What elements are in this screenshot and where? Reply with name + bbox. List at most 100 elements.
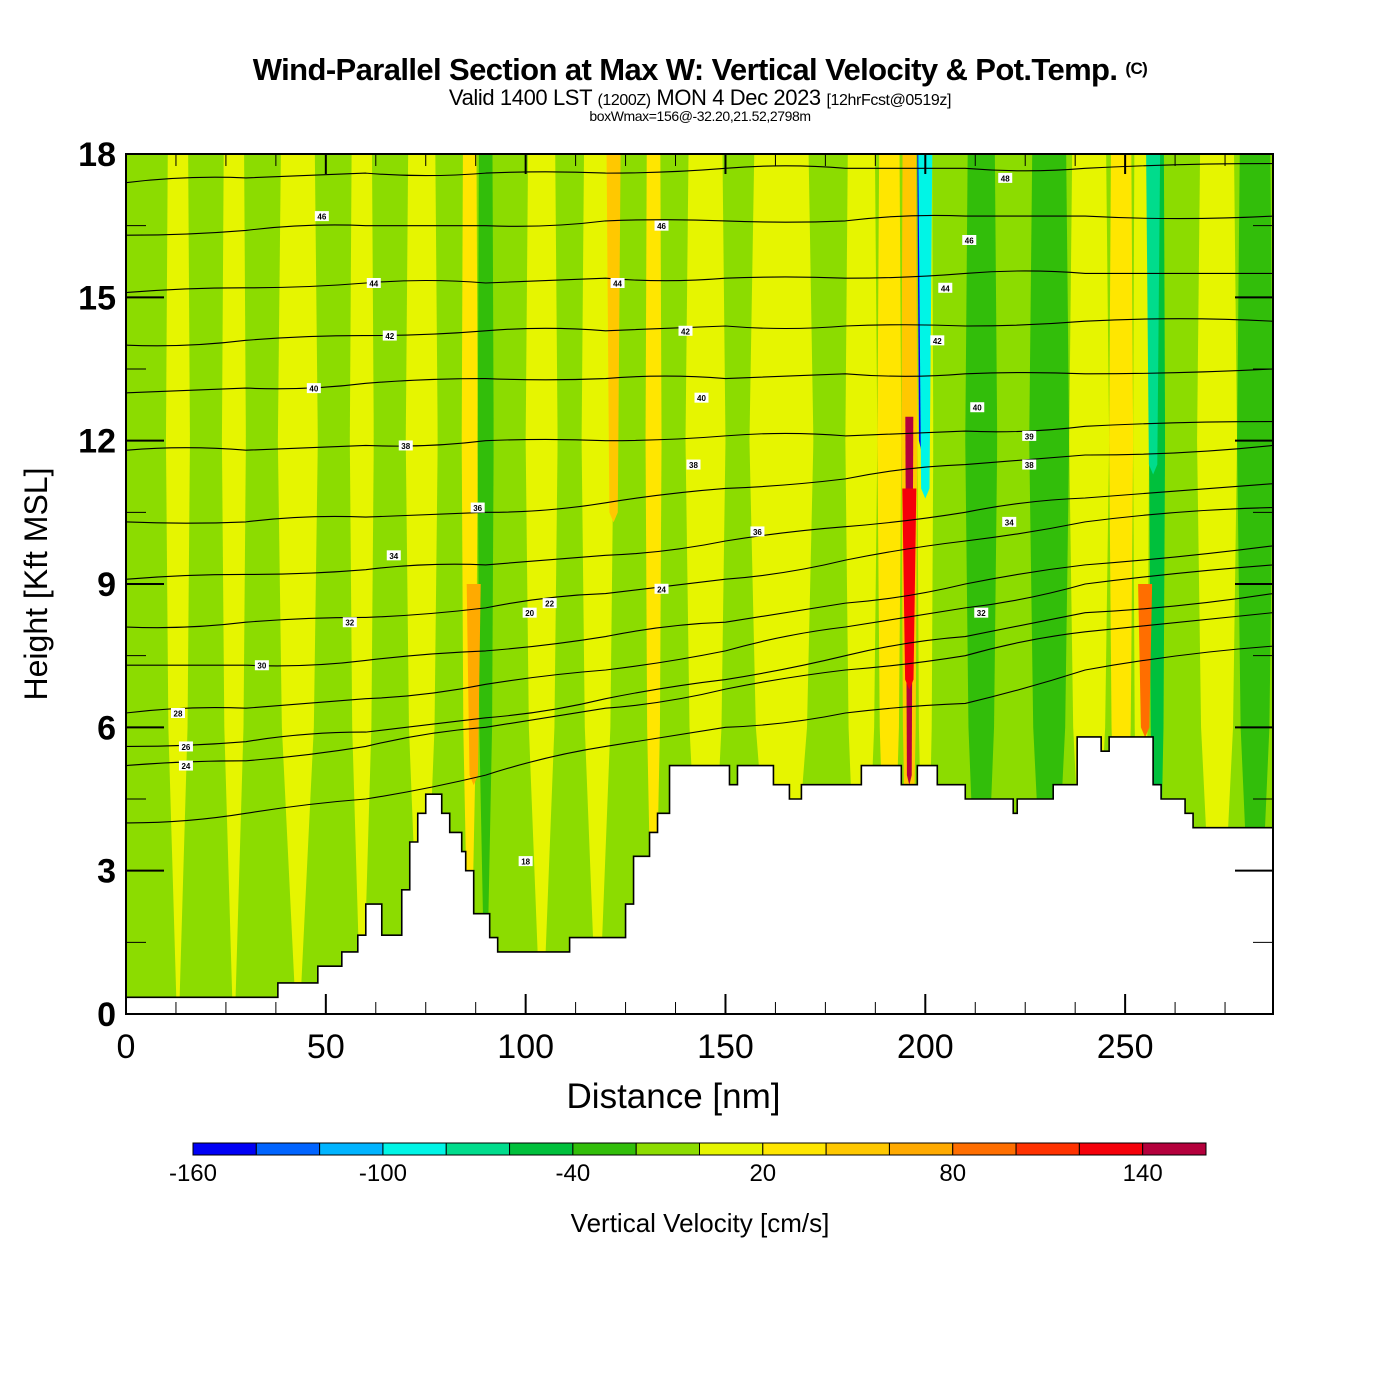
colorbar: -160 -100 -40 20 80 140 Vertical Velocity [cm/… [169, 1142, 1207, 1238]
contour-label-box [962, 235, 977, 245]
colorbar-tick-label: -160 [169, 1160, 217, 1187]
contour-label: 44 [369, 280, 378, 289]
y-tick-label: 0 [97, 996, 116, 1034]
colorbar-swatch [1015, 1142, 1080, 1156]
box-max-annotation: boxWmax=156@-32.20,21.52,2798m [589, 108, 811, 124]
colorbar-swatch [635, 1142, 700, 1156]
contour-label: 28 [174, 710, 183, 719]
forecast-info: [12hrFcst@0519z] [826, 92, 952, 109]
copyright-mark: (C) [1125, 59, 1148, 78]
velocity-band [245, 154, 278, 1014]
velocity-band [557, 154, 582, 1014]
velocity-feature-downdraft-east [1146, 154, 1161, 475]
y-tick-label: 3 [97, 853, 116, 891]
contour-label-box [970, 402, 985, 413]
contour-label: 46 [317, 213, 326, 222]
velocity-feature-downdraft-edge [918, 154, 933, 499]
y-tick-label: 6 [97, 709, 116, 747]
colorbar-label: Vertical Velocity [cm/s] [571, 1208, 830, 1238]
contour-label-box [750, 526, 765, 537]
contour-label: 40 [697, 394, 706, 403]
terrain-fill [126, 736, 1273, 1014]
x-tick-label: 0 [117, 1028, 136, 1066]
colorbar-tick-label: -100 [359, 1160, 407, 1187]
colorbar-swatch [192, 1142, 257, 1156]
velocity-feature-updraft-core [902, 488, 917, 690]
contour-label-box [1022, 459, 1037, 470]
theta-contour-26 [126, 593, 1273, 747]
contour-label-box [398, 440, 413, 451]
colorbar-tick-label: 140 [1123, 1160, 1163, 1187]
contour-label: 44 [613, 280, 622, 289]
velocity-band [437, 154, 462, 1014]
contour-label-box [170, 708, 185, 718]
colorbar-swatch [255, 1142, 321, 1156]
contour-label: 38 [1025, 461, 1034, 470]
contour-label: 22 [545, 600, 554, 609]
contour-label-box [938, 282, 953, 293]
contour-label-box [974, 607, 989, 618]
colorbar-swatch [319, 1142, 384, 1156]
contour-label-box [366, 278, 381, 288]
contour-label: 30 [257, 662, 266, 671]
x-tick-label: 200 [897, 1028, 954, 1066]
colorbar-swatch [509, 1142, 574, 1156]
colorbar-tick-label: -40 [556, 1160, 591, 1187]
theta-contour-22 [126, 645, 1273, 824]
velocity-band [613, 154, 646, 1014]
contour-label: 20 [525, 609, 534, 618]
y-tick-label: 9 [97, 566, 116, 604]
contour-labels: 46 44 42 40 38 36 34 32 30 28 26 24 20 22 24 46 44 42 40 38… [170, 172, 1037, 867]
colorbar-swatch [1142, 1142, 1207, 1156]
contour-label-box [382, 330, 397, 341]
contour-label-box [686, 459, 701, 470]
velocity-band [373, 154, 406, 1014]
contour-label-box [522, 607, 537, 618]
colorbar-swatch [699, 1142, 764, 1156]
theta-contour-48 [126, 163, 1273, 184]
x-tick-label: 50 [307, 1028, 345, 1066]
velocity-band [221, 154, 246, 1014]
velocity-band [1197, 154, 1238, 1014]
colorbar-swatch [825, 1142, 890, 1156]
y-tick-label: 18 [78, 136, 116, 174]
title-text: Wind-Parallel Section at Max W: Vertical… [252, 52, 1118, 87]
contour-label: 36 [753, 528, 762, 537]
contour-label-box [654, 583, 669, 594]
contour-label-box [306, 383, 321, 394]
contour-label: 18 [521, 858, 530, 867]
velocity-band [525, 154, 558, 1014]
y-axis-label: Height [Kft MSL] [18, 468, 54, 701]
contour-label: 46 [657, 222, 666, 231]
contour-label: 32 [345, 619, 354, 628]
contour-label-box [930, 335, 945, 346]
terrain-outline [126, 736, 1273, 999]
contour-label: 42 [681, 327, 690, 336]
theta-contour-36 [126, 444, 1273, 524]
velocity-band [493, 154, 526, 1014]
x-tick-label: 150 [697, 1028, 754, 1066]
theta-contours [126, 163, 1273, 824]
x-axis-label: Distance [nm] [567, 1077, 781, 1116]
colorbar-swatch [888, 1142, 954, 1156]
velocity-band [477, 154, 494, 1014]
contour-label: 26 [181, 743, 190, 752]
contour-label-box [1022, 430, 1037, 441]
velocity-band [317, 154, 350, 1014]
contour-label-box [342, 617, 357, 628]
contour-label-box [254, 660, 269, 671]
colorbar-swatch [382, 1142, 447, 1156]
chart-subtitle: Valid 1400 LST (1200Z) MON 4 Dec 2023 [1… [0, 85, 1400, 111]
colorbar-tick-label: 20 [749, 1160, 776, 1187]
velocity-feature-updraft-west-ridge [466, 584, 481, 786]
valid-date: MON 4 Dec 2023 [656, 85, 821, 110]
contour-label: 34 [389, 552, 398, 561]
contour-label-box [998, 172, 1013, 183]
contour-label: 24 [181, 762, 190, 771]
colorbar-swatch [445, 1142, 511, 1156]
contour-label: 36 [473, 504, 482, 513]
contour-label-box [1002, 516, 1017, 527]
colorbar-tick-label: 80 [939, 1160, 966, 1187]
contour-label: 46 [965, 237, 974, 246]
